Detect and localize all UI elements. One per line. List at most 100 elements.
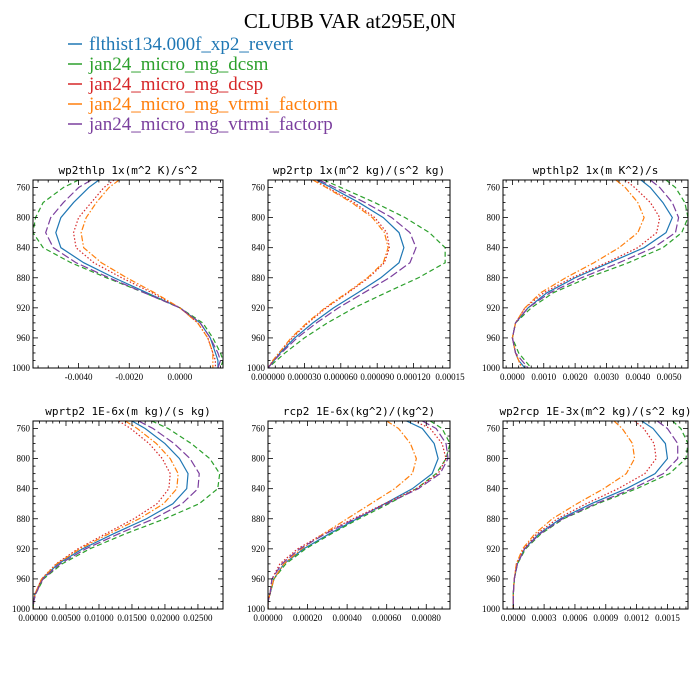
ytick-label-2-2: 840 — [487, 243, 501, 253]
xtick-label-2-1: 0.0010 — [531, 372, 556, 382]
panel-title-5: wp2rcp 1E-3x(m^2 kg)/(s^2 kg) — [499, 405, 691, 418]
ytick-label-5-0: 760 — [487, 424, 501, 434]
xtick-label-1-3: 0.000090 — [360, 372, 394, 382]
panels: wp2thlp 1x(m^2 K)/s^2 760 800 840 880 920 960 1… — [12, 164, 692, 623]
legend-label-1: jan24_micro_mg_dcsm — [88, 54, 269, 75]
xtick-label-2-3: 0.0030 — [594, 372, 619, 382]
ytick-label-1-4: 920 — [252, 303, 266, 313]
panel-frame-5 — [502, 420, 689, 610]
xtick-label-2-5: 0.0050 — [657, 372, 682, 382]
legend-item-2: jan24_micro_mg_dcsp — [68, 74, 263, 95]
ytick-label-2-4: 920 — [487, 303, 501, 313]
ytick-label-5-6: 1000 — [482, 604, 501, 614]
series-line-4-2 — [268, 421, 447, 609]
legend: flthist134.000f_xp2_revert jan24_micro_m… — [68, 34, 338, 135]
series-line-2-1 — [511, 180, 688, 368]
xtick-label-3-5: 0.02500 — [183, 613, 213, 623]
panel-title-0: wp2thlp 1x(m^2 K)/s^2 — [58, 164, 197, 177]
panel-frame-1 — [267, 179, 451, 369]
series-line-3-1 — [33, 421, 221, 609]
legend-label-2: jan24_micro_mg_dcsp — [88, 74, 263, 95]
panel-1: wp2rtp 1x(m^2 kg)/(s^2 kg) 760 800 840 880 92… — [247, 164, 465, 382]
ytick-label-0-3: 880 — [17, 273, 31, 283]
ytick-label-0-0: 760 — [17, 183, 31, 193]
series-line-5-4 — [512, 421, 679, 609]
series-line-3-2 — [33, 421, 171, 609]
xtick-label-3-0: 0.00000 — [18, 613, 48, 623]
ytick-label-1-5: 960 — [252, 333, 266, 343]
xtick-label-3-1: 0.00500 — [51, 613, 81, 623]
xtick-label-5-3: 0.0009 — [593, 613, 618, 623]
xtick-label-1-1: 0.000030 — [288, 372, 322, 382]
series-line-4-1 — [268, 421, 450, 609]
ytick-label-5-1: 800 — [487, 454, 501, 464]
panel-frame-0 — [32, 179, 224, 369]
ytick-label-1-2: 840 — [252, 243, 266, 253]
series-line-0-3 — [80, 180, 214, 368]
ytick-label-0-5: 960 — [17, 333, 31, 343]
ytick-label-0-4: 920 — [17, 303, 31, 313]
series-line-0-1 — [33, 180, 223, 368]
panel-title-2: wpthlp2 1x(m K^2)/s — [533, 164, 659, 177]
series-line-0-0 — [55, 180, 219, 368]
series-line-3-4 — [33, 421, 200, 609]
ytick-label-4-2: 840 — [252, 484, 266, 494]
panel-title-4: rcp2 1E-6x(kg^2)/(kg^2) — [283, 405, 435, 418]
ytick-label-3-0: 760 — [17, 424, 31, 434]
ytick-label-3-1: 800 — [17, 454, 31, 464]
xtick-label-4-3: 0.00060 — [372, 613, 402, 623]
ytick-label-4-5: 960 — [252, 574, 266, 584]
series-line-1-4 — [268, 180, 417, 368]
panel-title-1: wp2rtp 1x(m^2 kg)/(s^2 kg) — [273, 164, 445, 177]
panel-frame-2 — [502, 179, 689, 369]
ytick-label-1-3: 880 — [252, 273, 266, 283]
xtick-label-3-2: 0.01000 — [84, 613, 114, 623]
xtick-label-4-1: 0.00020 — [293, 613, 323, 623]
ytick-label-3-6: 1000 — [12, 604, 31, 614]
series-line-4-3 — [268, 421, 418, 609]
xtick-label-5-0: 0.0000 — [501, 613, 526, 623]
panel-4: rcp2 1E-6x(kg^2)/(kg^2) 760 800 840 880 920 96… — [247, 405, 451, 623]
xtick-label-1-0: 0.000000 — [251, 372, 285, 382]
xtick-label-5-1: 0.0003 — [532, 613, 557, 623]
ytick-label-4-1: 800 — [252, 454, 266, 464]
legend-label-3: jan24_micro_mg_vtrmi_factorm — [88, 94, 338, 115]
ytick-label-1-6: 1000 — [247, 363, 266, 373]
xtick-label-4-0: 0.00000 — [253, 613, 283, 623]
xtick-label-2-4: 0.0040 — [625, 372, 650, 382]
series-line-2-3 — [511, 180, 645, 368]
panel-2: wpthlp2 1x(m K^2)/s 760 800 840 880 920 960 100… — [482, 164, 689, 382]
ytick-label-1-0: 760 — [252, 183, 266, 193]
ytick-label-4-0: 760 — [252, 424, 266, 434]
legend-item-4: jan24_micro_mg_vtrmi_factorp — [68, 114, 333, 135]
xtick-label-1-5: 0.00015 — [435, 372, 465, 382]
xtick-label-0-2: 0.0000 — [168, 372, 193, 382]
ytick-label-5-3: 880 — [487, 514, 501, 524]
figure-title: CLUBB VAR at295E,0N — [244, 9, 456, 33]
xtick-label-0-0: -0.0040 — [65, 372, 93, 382]
legend-item-1: jan24_micro_mg_dcsm — [68, 54, 269, 75]
panel-3: wprtp2 1E-6x(m kg)/(s kg) 760 800 840 880 920… — [12, 405, 224, 623]
ytick-label-5-5: 960 — [487, 574, 501, 584]
panel-5: wp2rcp 1E-3x(m^2 kg)/(s^2 kg) 760 800 840 88… — [482, 405, 692, 623]
ytick-label-2-3: 880 — [487, 273, 501, 283]
xtick-label-5-2: 0.0006 — [563, 613, 588, 623]
series-line-3-3 — [33, 421, 179, 609]
series-line-1-1 — [268, 180, 446, 368]
xtick-label-4-2: 0.00040 — [333, 613, 363, 623]
legend-item-3: jan24_micro_mg_vtrmi_factorm — [68, 94, 338, 115]
xtick-label-1-2: 0.000060 — [324, 372, 358, 382]
ytick-label-4-4: 920 — [252, 544, 266, 554]
ytick-label-0-1: 800 — [17, 213, 31, 223]
ytick-label-5-4: 920 — [487, 544, 501, 554]
ytick-label-2-1: 800 — [487, 213, 501, 223]
ytick-label-5-2: 840 — [487, 484, 501, 494]
panel-title-3: wprtp2 1E-6x(m kg)/(s kg) — [45, 405, 211, 418]
xtick-label-0-1: -0.0020 — [115, 372, 143, 382]
xtick-label-1-4: 0.000120 — [397, 372, 431, 382]
xtick-label-3-3: 0.01500 — [117, 613, 147, 623]
ytick-label-2-5: 960 — [487, 333, 501, 343]
ytick-label-1-1: 800 — [252, 213, 266, 223]
